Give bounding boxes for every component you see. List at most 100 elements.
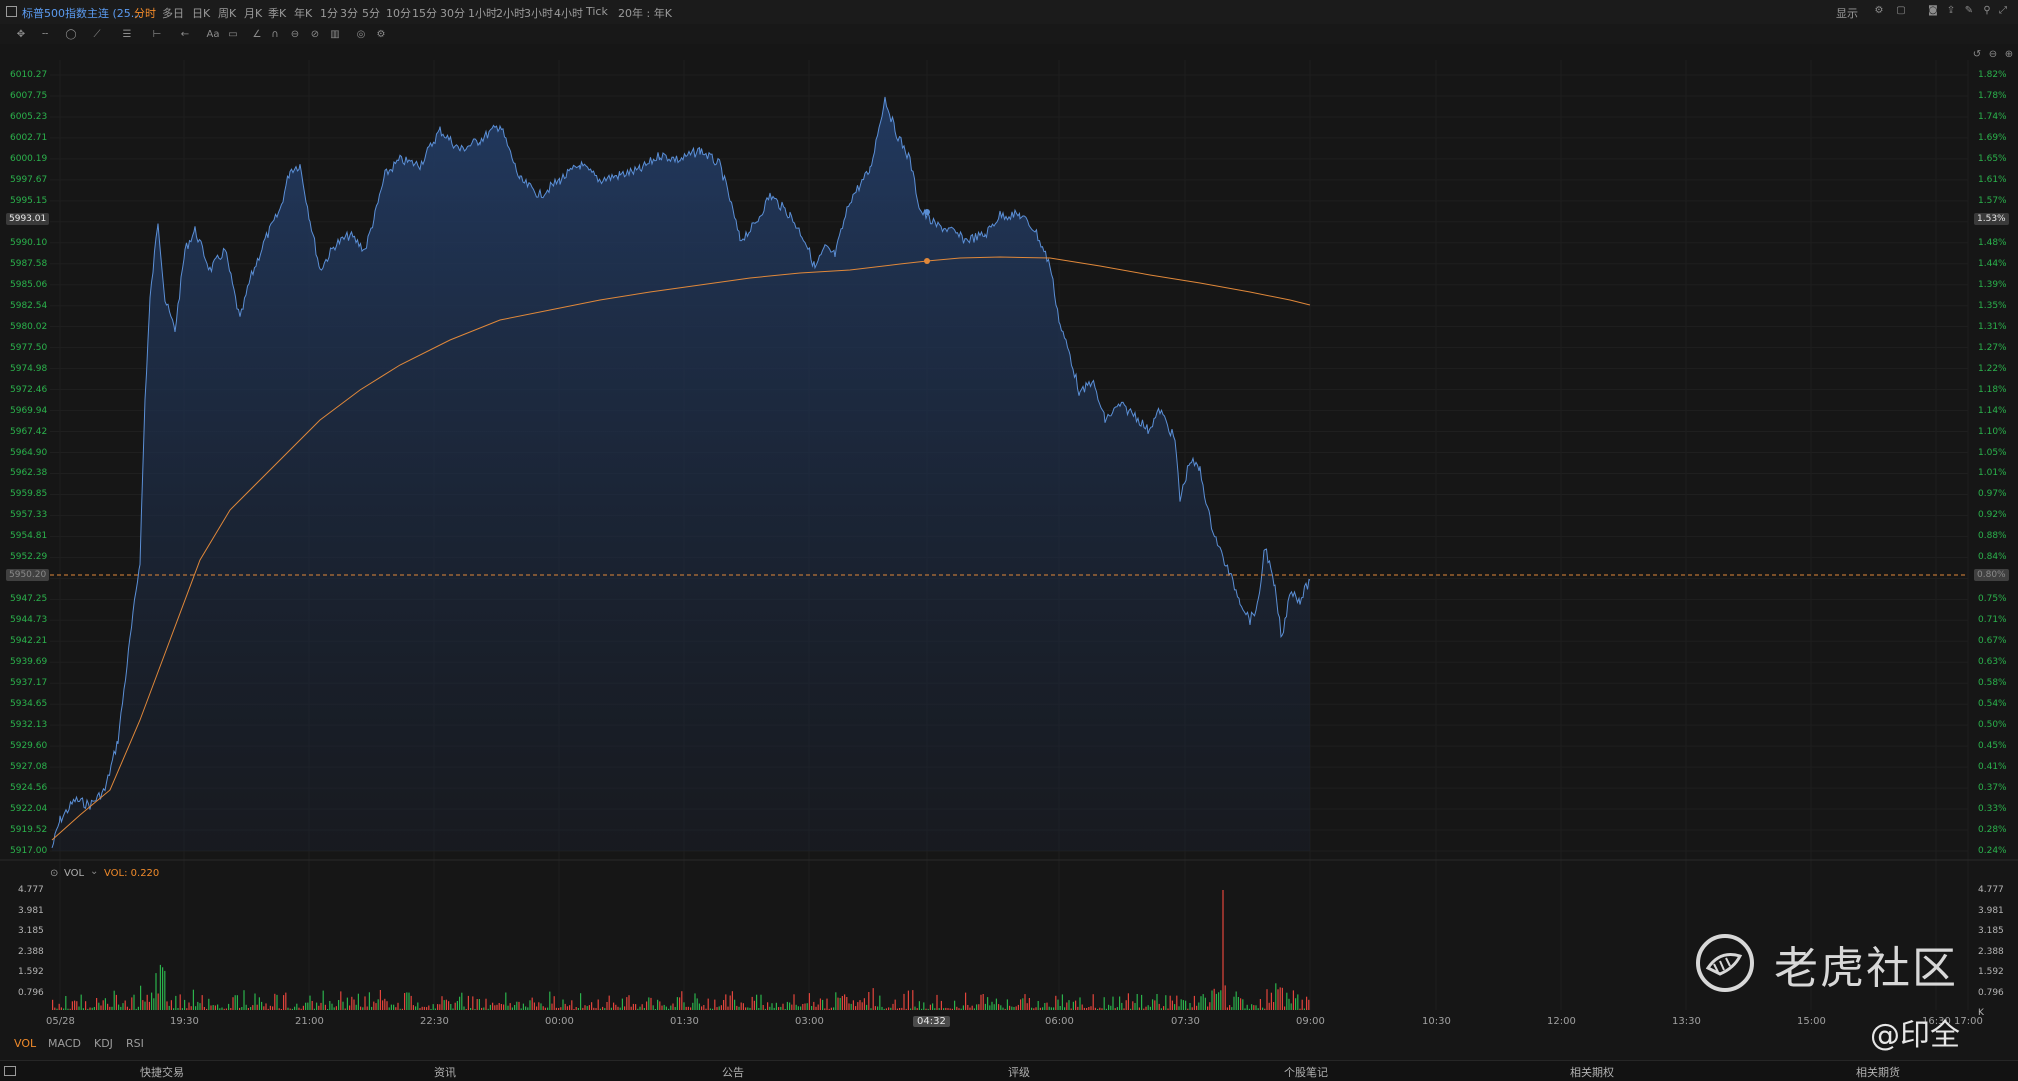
link-icon[interactable]: ⚲ [1983,5,1991,16]
text-tool-icon[interactable]: Aa [206,29,220,40]
volume-bar [1295,998,1297,1010]
footer-item[interactable]: 评级 [1008,1066,1030,1079]
volume-bar [1066,1002,1068,1010]
timeframe-tab[interactable]: 30分 [440,7,465,20]
shape-tool-icon[interactable]: ◯ [65,29,77,40]
pct-tick-label: 1.82% [1978,70,2007,80]
volume-bar [1266,989,1268,1010]
timeframe-tab[interactable]: 5分 [362,7,380,20]
timeframe-tab[interactable]: 日K [192,7,211,20]
volume-bar [903,993,905,1010]
volume-bar [1264,1008,1266,1010]
camera-icon[interactable]: ◙ [1928,5,1938,16]
trend-tool-icon[interactable]: ⟋ [93,29,101,40]
measure-tool-icon[interactable]: ⊢ [152,29,162,40]
volume-bar [969,1007,971,1010]
pct-tick-label: 0.97% [1978,489,2007,500]
zoom-in-icon[interactable]: ⊕ [2004,49,2014,60]
note-tool-icon[interactable]: ▭ [228,29,238,40]
volume-bar [529,1000,531,1010]
timeframe-tab[interactable]: 3分 [340,7,358,20]
price-tick-label: 5939.69 [10,657,48,668]
volume-bar [162,967,164,1010]
volume-bar [1116,1007,1118,1010]
timeframe-tab[interactable]: 2小时 [496,7,525,20]
volume-value: VOL: 0.220 [104,868,160,879]
time-tick-label: 21:00 [295,1016,324,1027]
indicator-tab[interactable]: KDJ [94,1037,113,1050]
edit-icon[interactable]: ✎ [1964,5,1974,16]
volume-bar [56,1008,58,1010]
timeframe-tab[interactable]: 15分 [412,7,437,20]
volume-bar [619,1007,621,1010]
volume-bar [643,1008,645,1010]
volume-bar [269,1005,271,1010]
footer-item[interactable]: 快捷交易 [140,1066,184,1079]
volume-bar [1231,1007,1233,1010]
indicator-tab[interactable]: MACD [48,1037,81,1050]
volume-bar [1169,995,1171,1010]
hide-icon[interactable]: ⊘ [310,29,320,40]
share-icon[interactable]: ⇪ [1946,5,1956,16]
fib-tool-icon[interactable]: ☰ [122,29,132,40]
timeframe-tab[interactable]: 10分 [386,7,411,20]
volume-bar [1026,1003,1028,1010]
undo-icon[interactable]: ↺ [1972,49,1982,60]
symbol-title[interactable]: 标普500指数主连 (25... [22,7,142,20]
timeframe-tab[interactable]: 多日 [162,7,184,20]
indicator-tab[interactable]: RSI [126,1037,144,1050]
magnet-icon[interactable]: ∩ [271,29,279,40]
timeframe-tab[interactable]: 季K [268,7,287,20]
brush-tool-icon[interactable]: ∠ [252,29,262,40]
timeframe-tab[interactable]: 分时 [134,7,156,20]
volume-bar [740,1002,742,1010]
expand-icon[interactable]: ⤢ [1999,5,2007,16]
indicator-name[interactable]: VOL [64,868,85,879]
timeframe-tab[interactable]: 20年 : 年K [618,7,672,20]
sidebar-toggle-icon[interactable] [6,6,17,17]
crosshair-icon[interactable]: ✥ [16,29,26,40]
chevron-down-icon[interactable]: ⌄ [90,866,99,877]
volume-bar [379,990,381,1010]
volume-bar [615,1004,617,1010]
footer-item[interactable]: 资讯 [434,1066,456,1079]
display-menu[interactable]: 显示 [1836,7,1858,20]
timeframe-tab[interactable]: 3小时 [524,7,553,20]
volume-bar [503,1004,505,1010]
indicator-tab[interactable]: VOL [14,1037,37,1050]
panel-toggle-icon[interactable] [4,1066,16,1076]
visibility-icon[interactable]: ◎ [356,29,366,40]
timeframe-tab[interactable]: 周K [218,7,237,20]
volume-tick-label: 3.981 [18,905,44,916]
pct-tick-label: 1.27% [1978,342,2007,353]
footer-item[interactable]: 相关期权 [1570,1066,1614,1079]
trash-icon[interactable]: ▥ [330,29,340,40]
footer-item[interactable]: 个股笔记 [1284,1066,1328,1079]
timeframe-tab[interactable]: Tick [586,5,608,18]
volume-bar [1024,994,1026,1010]
price-tick-label: 5932.13 [10,720,48,731]
zoom-out-icon[interactable]: ⊖ [1988,49,1998,60]
volume-bar [582,1007,584,1010]
footer-item[interactable]: 相关期货 [1856,1066,1900,1079]
timeframe-tab[interactable]: 4小时 [554,7,583,20]
timeframe-tab[interactable]: 1分 [320,7,338,20]
lock-icon[interactable]: ⊖ [290,29,300,40]
gear-icon[interactable]: ⚙ [1874,5,1884,16]
layout-icon[interactable]: ▢ [1896,5,1906,16]
timeframe-tab[interactable]: 1小时 [468,7,497,20]
arrow-tool-icon[interactable]: ← [180,29,190,40]
volume-bar [679,997,681,1010]
volume-bar [1226,1007,1228,1010]
footer-item[interactable]: 公告 [722,1066,744,1079]
volume-bar [591,1002,593,1010]
price-tick-label: 6007.75 [10,90,48,101]
indicator-settings-icon[interactable]: ⊙ [50,868,59,879]
line-tool-icon[interactable]: ╌ [41,29,49,40]
settings-tool-icon[interactable]: ⚙ [376,29,386,40]
volume-bar [236,995,238,1010]
volume-bar [885,1008,887,1010]
timeframe-tab[interactable]: 年K [294,7,313,20]
timeframe-tab[interactable]: 月K [244,7,263,20]
